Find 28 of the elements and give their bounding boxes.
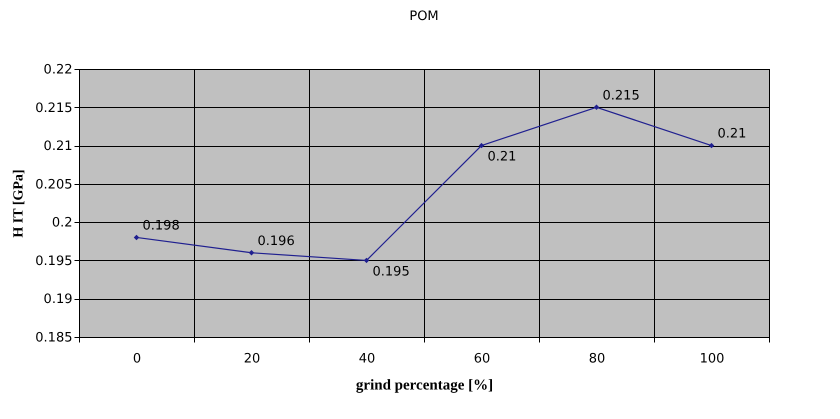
- point: [134, 234, 140, 240]
- x-tick-label: 20: [244, 352, 260, 366]
- y-tick-label: 0.195: [35, 254, 72, 269]
- y-tick-label: 0.19: [44, 292, 72, 308]
- chart-title: POM: [409, 9, 439, 24]
- x-tick-label: 60: [474, 352, 490, 366]
- y-tick-label: 0.205: [35, 177, 72, 192]
- point: [478, 142, 484, 148]
- x-tick-label: 100: [700, 352, 724, 366]
- y-tick-label: 0.215: [35, 100, 72, 116]
- x-tick-label: 0: [132, 352, 142, 366]
- y-tick-label: 0.21: [44, 139, 72, 154]
- point: [594, 104, 600, 110]
- point: [248, 250, 254, 256]
- data-label: 0.195: [372, 264, 410, 280]
- x-tick-label: 80: [588, 352, 606, 366]
- data-label: 0.196: [258, 234, 295, 249]
- y-tick-label: 0.22: [44, 62, 72, 78]
- x-tick-label: 40: [358, 352, 376, 366]
- x-axis-title: grind percentage [%]: [356, 378, 494, 394]
- y-axis-title: H IT [GPa]: [11, 169, 26, 238]
- data-label: 0.21: [488, 150, 516, 165]
- y-tick-label: 0.185: [35, 330, 72, 346]
- point: [708, 142, 714, 148]
- point: [364, 258, 370, 264]
- data-label: 0.215: [602, 88, 640, 104]
- data-label: 0.21: [718, 126, 746, 142]
- y-tick-label: 0.2: [52, 216, 72, 231]
